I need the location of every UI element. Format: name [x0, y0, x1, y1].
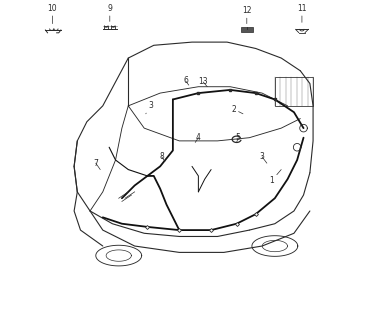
Text: 11: 11 — [297, 4, 307, 22]
Bar — [275, 77, 313, 106]
Text: 7: 7 — [93, 159, 100, 170]
Text: 1: 1 — [269, 170, 281, 185]
Bar — [241, 27, 253, 32]
Text: 2: 2 — [231, 105, 243, 114]
Text: 8: 8 — [159, 152, 165, 162]
Text: 13: 13 — [199, 77, 208, 87]
Text: 5: 5 — [236, 133, 241, 142]
Text: 10: 10 — [48, 4, 57, 24]
Text: 4: 4 — [195, 133, 201, 142]
Text: 12: 12 — [242, 6, 252, 24]
Text: 9: 9 — [108, 4, 112, 21]
Text: 6: 6 — [183, 76, 189, 85]
Text: 3: 3 — [260, 152, 267, 163]
Text: 3: 3 — [146, 101, 153, 114]
